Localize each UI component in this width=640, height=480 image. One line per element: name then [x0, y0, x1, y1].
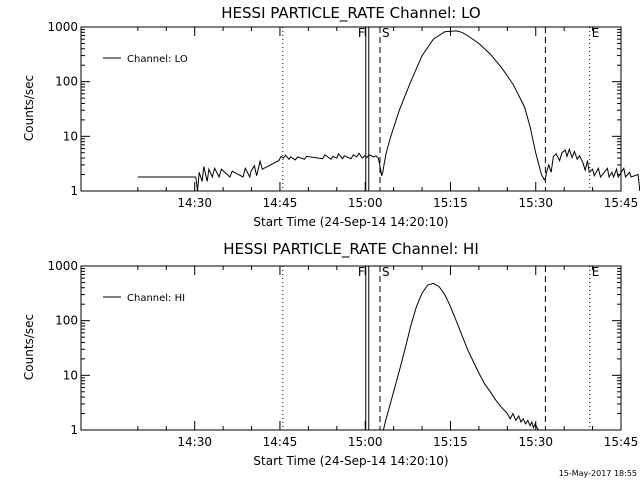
event-label-hi: E	[592, 265, 600, 279]
y-tick-label-lo: 10	[63, 129, 78, 143]
y-tick-label-hi: 1	[70, 423, 78, 437]
x-tick-label-lo: 15:00	[348, 196, 383, 210]
x-tick-label-lo: 14:30	[177, 196, 212, 210]
x-tick-label-hi: 15:00	[348, 435, 383, 449]
x-tick-label-hi: 15:15	[433, 435, 468, 449]
x-tick-label-lo: 15:30	[518, 196, 553, 210]
event-label-lo: F	[358, 26, 365, 40]
event-label-hi: S	[382, 265, 390, 279]
y-tick-label-lo: 100	[55, 75, 78, 89]
y-tick-label-lo: 1000	[47, 20, 78, 34]
chart-title-hi: HESSI PARTICLE_RATE Channel: HI	[223, 240, 479, 259]
y-tick-label-hi: 1000	[47, 259, 78, 273]
legend-label-lo: Channel: LO	[127, 54, 188, 65]
x-tick-label-hi: 14:45	[263, 435, 298, 449]
plot-frame-hi	[80, 265, 622, 431]
series-line-lo	[137, 30, 640, 192]
chart-title-lo: HESSI PARTICLE_RATE Channel: LO	[221, 4, 480, 23]
x-tick-label-lo: 15:15	[433, 196, 468, 210]
panel-lo: HESSI PARTICLE_RATE Channel: LO Start Ti…	[22, 4, 640, 229]
y-axis-label-lo: Counts/sec	[22, 75, 36, 141]
event-label-lo: S	[382, 26, 390, 40]
x-tick-label-hi: 14:30	[177, 435, 212, 449]
x-tick-label-lo: 15:45	[604, 196, 639, 210]
x-tick-label-lo: 14:45	[263, 196, 298, 210]
y-tick-label-hi: 100	[55, 314, 78, 328]
x-axis-label-lo: Start Time (24-Sep-14 14:20:10)	[253, 215, 448, 229]
event-label-hi: F	[358, 265, 365, 279]
y-tick-label-hi: 10	[63, 368, 78, 382]
plot-frame-lo	[80, 26, 622, 192]
y-axis-label-hi: Counts/sec	[22, 314, 36, 380]
timestamp-footer: 15-May-2017 18:55	[559, 469, 637, 478]
series-line-hi	[382, 282, 540, 431]
y-tick-label-lo: 1	[70, 184, 78, 198]
panel-hi: HESSI PARTICLE_RATE Channel: HI Start Ti…	[22, 240, 639, 468]
x-axis-label-hi: Start Time (24-Sep-14 14:20:10)	[253, 454, 448, 468]
event-label-lo: E	[592, 26, 600, 40]
x-tick-label-hi: 15:30	[518, 435, 553, 449]
x-tick-label-hi: 15:45	[604, 435, 639, 449]
legend-label-hi: Channel: HI	[127, 293, 185, 304]
